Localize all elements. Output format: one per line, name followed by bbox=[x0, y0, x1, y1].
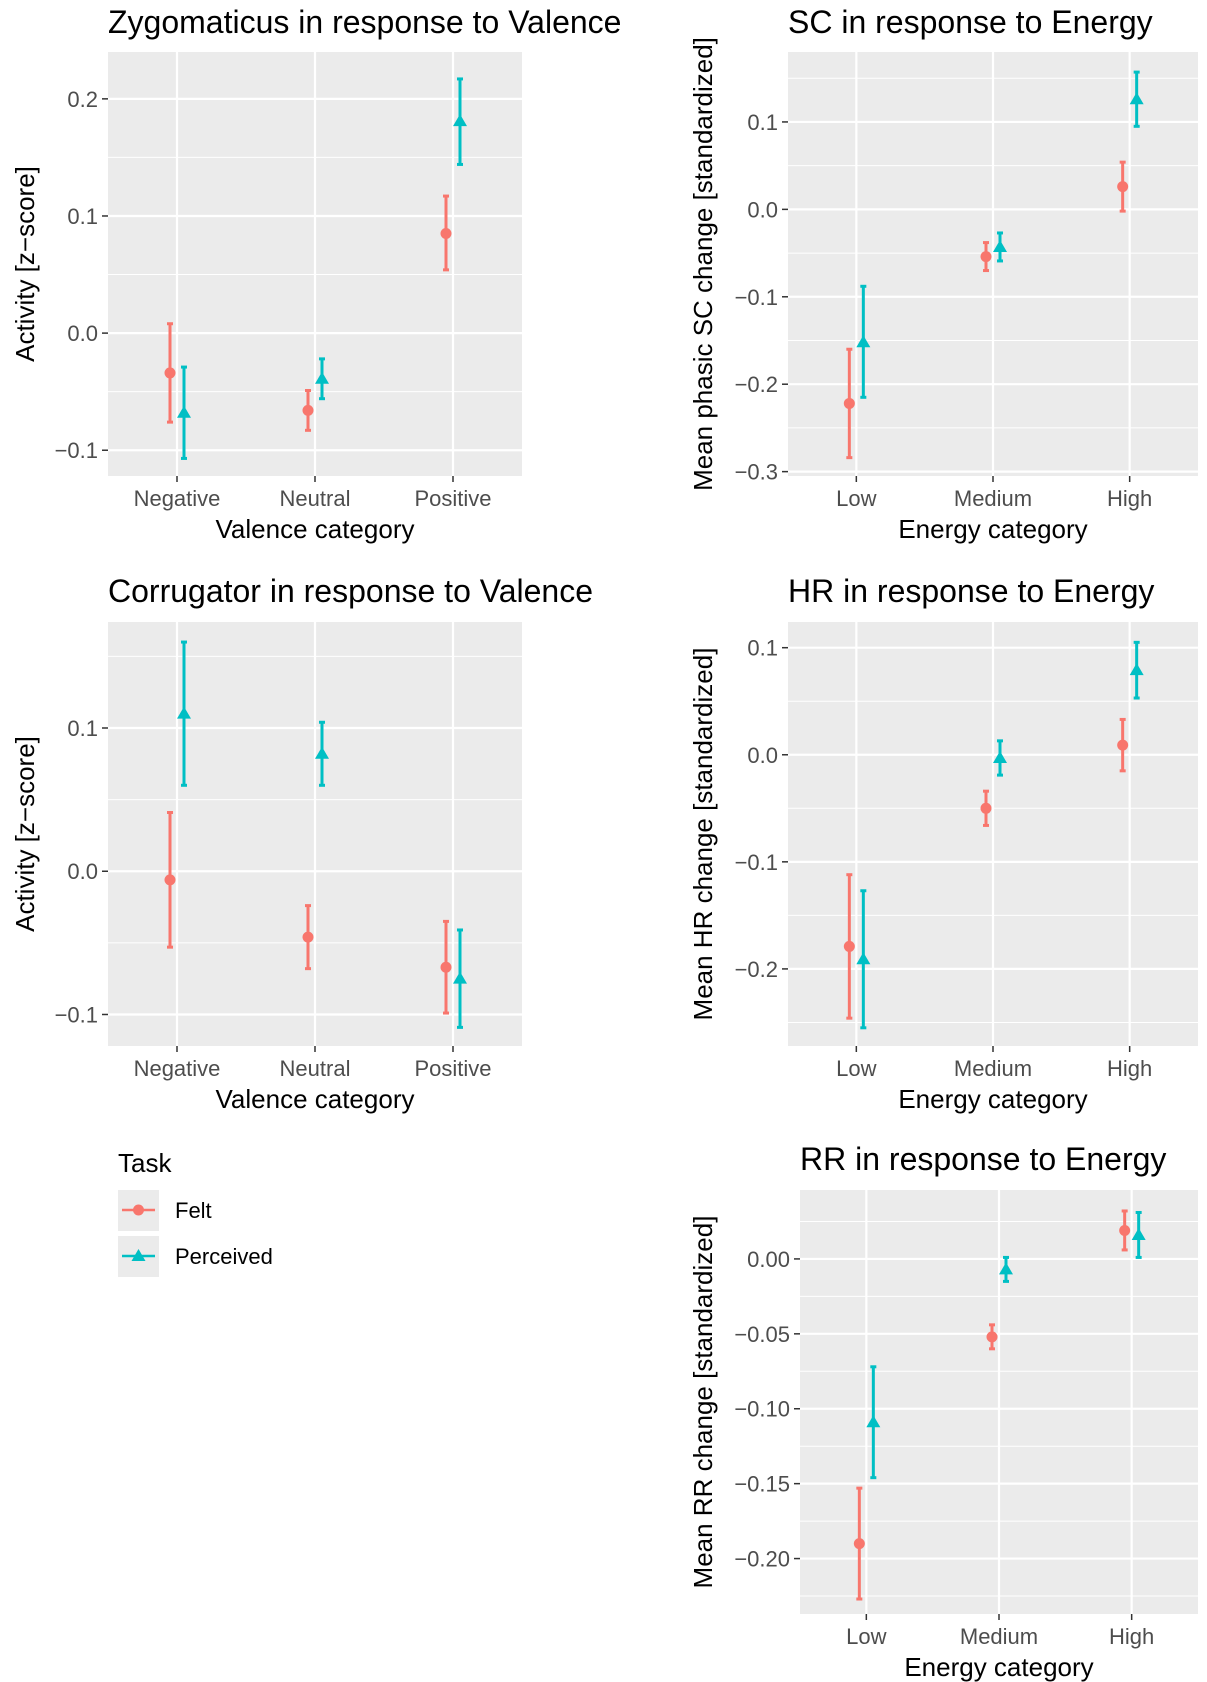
chart-title: RR in response to Energy bbox=[800, 1141, 1166, 1177]
x-tick-label: Medium bbox=[960, 1624, 1038, 1649]
x-tick-label: High bbox=[1107, 1056, 1152, 1081]
data-point-felt bbox=[302, 931, 314, 943]
x-tick-label: Medium bbox=[954, 1056, 1032, 1081]
data-point-felt bbox=[302, 404, 314, 416]
panels: −0.1 0.0 0.1 0.2 Negative Neutral Positive Zygo… bbox=[10, 4, 1198, 1682]
data-point-perceived bbox=[177, 706, 191, 719]
legend: Task Felt Perceived bbox=[118, 1148, 273, 1277]
x-axis-title: Energy category bbox=[898, 514, 1087, 544]
panel-0: −0.1 0.0 0.1 0.2 Negative Neutral Positive Zygo… bbox=[10, 4, 621, 544]
x-axis-title: Energy category bbox=[898, 1084, 1087, 1114]
x-tick-label: Negative bbox=[134, 1056, 221, 1081]
y-tick-label: −0.2 bbox=[735, 957, 778, 982]
data-point-felt bbox=[164, 367, 176, 379]
x-tick-label: Negative bbox=[134, 486, 221, 511]
x-tick-label: Low bbox=[836, 486, 876, 511]
y-tick-label: 0.1 bbox=[67, 204, 98, 229]
legend-key-felt-circle bbox=[133, 1204, 144, 1216]
x-tick-label: High bbox=[1107, 486, 1152, 511]
y-tick-label: −0.1 bbox=[735, 850, 778, 875]
data-point-felt bbox=[1117, 739, 1129, 751]
y-tick-label: −0.1 bbox=[55, 1002, 98, 1027]
x-axis-title: Energy category bbox=[904, 1652, 1093, 1682]
y-tick-label: −0.05 bbox=[734, 1322, 790, 1347]
chart-title: SC in response to Energy bbox=[788, 4, 1153, 40]
x-tick-label: Neutral bbox=[280, 1056, 351, 1081]
y-axis-title: Mean phasic SC change [standardized] bbox=[688, 37, 718, 491]
y-tick-label: −0.10 bbox=[734, 1397, 790, 1422]
y-tick-label: −0.1 bbox=[735, 285, 778, 310]
data-point-perceived bbox=[315, 371, 329, 384]
panel-3: −0.2 −0.1 0.0 0.1 Low Medium High HR in respons… bbox=[688, 573, 1198, 1114]
y-axis-title: Mean RR change [standardized] bbox=[688, 1216, 718, 1589]
data-point-felt bbox=[843, 397, 855, 409]
legend-key-perceived-triangle bbox=[131, 1249, 146, 1261]
panel-1: −0.3 −0.2 −0.1 0.0 0.1 Low Medium High SC in res… bbox=[688, 4, 1198, 544]
data-point-perceived bbox=[177, 405, 191, 418]
y-tick-label: −0.2 bbox=[735, 372, 778, 397]
y-tick-label: −0.3 bbox=[735, 460, 778, 485]
data-point-felt bbox=[980, 802, 992, 814]
x-axis-title: Valence category bbox=[216, 514, 415, 544]
data-point-perceived bbox=[315, 746, 329, 759]
data-point-felt bbox=[986, 1331, 998, 1343]
y-tick-label: 0.0 bbox=[67, 859, 98, 884]
y-tick-label: 0.0 bbox=[747, 743, 778, 768]
x-tick-label: High bbox=[1109, 1624, 1154, 1649]
y-tick-label: −0.20 bbox=[734, 1547, 790, 1572]
panel-4: −0.20 −0.15 −0.10 −0.05 0.00 Low Medium High RR … bbox=[688, 1141, 1198, 1682]
x-tick-label: Medium bbox=[954, 486, 1032, 511]
data-point-perceived bbox=[866, 1415, 881, 1428]
data-point-felt bbox=[440, 228, 452, 240]
legend-title: Task bbox=[118, 1148, 172, 1178]
x-tick-label: Positive bbox=[414, 1056, 491, 1081]
legend-label-felt: Felt bbox=[175, 1198, 212, 1223]
chart-title: HR in response to Energy bbox=[788, 573, 1154, 609]
data-point-perceived bbox=[1131, 1227, 1146, 1240]
data-point-felt bbox=[853, 1538, 865, 1550]
data-point-felt bbox=[1117, 181, 1129, 193]
y-tick-label: 0.0 bbox=[747, 197, 778, 222]
x-tick-label: Positive bbox=[414, 486, 491, 511]
data-point-perceived bbox=[993, 239, 1007, 252]
data-point-felt bbox=[164, 874, 176, 886]
y-axis-title: Mean HR change [standardized] bbox=[688, 648, 718, 1021]
y-axis-title: Activity [z−score] bbox=[10, 166, 40, 362]
chart-title: Corrugator in response to Valence bbox=[108, 573, 593, 609]
x-tick-label: Low bbox=[836, 1056, 876, 1081]
data-point-felt bbox=[843, 940, 855, 952]
data-point-perceived bbox=[856, 335, 871, 348]
x-tick-label: Low bbox=[846, 1624, 886, 1649]
data-point-perceived bbox=[453, 114, 467, 127]
panel-2: −0.1 0.0 0.1 Negative Neutral Positive Corruga… bbox=[10, 573, 593, 1114]
y-tick-label: 0.00 bbox=[747, 1247, 790, 1272]
y-tick-label: −0.15 bbox=[734, 1472, 790, 1497]
y-tick-label: 0.1 bbox=[747, 110, 778, 135]
data-point-felt bbox=[1119, 1224, 1131, 1236]
data-point-felt bbox=[980, 251, 992, 263]
x-tick-label: Neutral bbox=[280, 486, 351, 511]
y-tick-label: 0.1 bbox=[747, 636, 778, 661]
data-point-perceived bbox=[999, 1262, 1013, 1275]
data-point-perceived bbox=[453, 971, 467, 984]
data-point-felt bbox=[440, 961, 452, 973]
data-point-perceived bbox=[856, 952, 871, 965]
y-tick-label: 0.1 bbox=[67, 716, 98, 741]
data-point-perceived bbox=[1129, 92, 1144, 105]
legend-label-perceived: Perceived bbox=[175, 1244, 273, 1269]
y-tick-label: 0.2 bbox=[67, 87, 98, 112]
y-axis-title: Activity [z−score] bbox=[10, 736, 40, 932]
y-tick-label: 0.0 bbox=[67, 321, 98, 346]
chart-title: Zygomaticus in response to Valence bbox=[108, 4, 621, 40]
x-axis-title: Valence category bbox=[216, 1084, 415, 1114]
y-tick-label: −0.1 bbox=[55, 438, 98, 463]
data-point-perceived bbox=[993, 750, 1007, 763]
data-point-perceived bbox=[1129, 663, 1144, 676]
